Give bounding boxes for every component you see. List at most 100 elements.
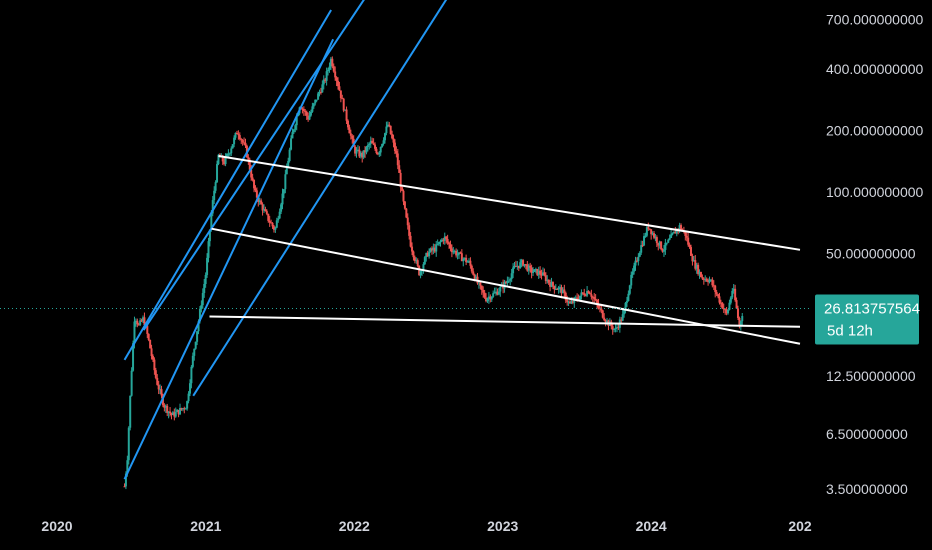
candle-body — [318, 91, 321, 94]
candle-body — [492, 293, 495, 297]
candle-body — [271, 222, 274, 227]
candle-body — [580, 292, 583, 296]
candle-body — [216, 164, 219, 183]
candle-body — [339, 90, 342, 99]
candle-body — [449, 244, 452, 249]
candle-body — [396, 153, 399, 166]
candle-body — [402, 190, 405, 202]
candle-body — [544, 275, 547, 282]
candle-body — [187, 393, 190, 402]
candle-body — [371, 140, 374, 144]
candle-body — [680, 225, 683, 230]
candle-body — [311, 106, 314, 112]
candle-body — [541, 272, 544, 276]
candle-body — [225, 153, 228, 157]
candle-body — [522, 260, 525, 266]
channel-line — [123, 38, 335, 480]
candle-body — [627, 293, 630, 302]
candle-body — [729, 297, 732, 303]
candle-body — [499, 286, 502, 292]
candle-body — [708, 279, 711, 283]
candle-body — [196, 331, 199, 342]
candle-body — [281, 193, 284, 205]
time-axis[interactable]: 2020 2021 2022 2023 2024 202 — [41, 518, 811, 534]
candle-body — [446, 238, 449, 243]
candle-body — [615, 327, 618, 329]
candle-body — [718, 296, 721, 303]
candle-body — [571, 301, 574, 303]
candle-body — [741, 316, 744, 322]
candle-body — [553, 285, 556, 290]
candle-body — [338, 86, 341, 91]
candle-body — [613, 329, 616, 331]
candle-body — [304, 110, 307, 112]
candle-body — [715, 291, 718, 295]
candle-body — [203, 283, 206, 294]
candle-body — [549, 282, 552, 287]
candle-body — [369, 140, 372, 144]
candle-body — [557, 287, 560, 290]
candle-body — [560, 287, 563, 294]
candle-body — [399, 172, 402, 188]
candle-body — [711, 279, 714, 286]
candle-body — [425, 252, 428, 258]
candle-body — [411, 246, 414, 252]
candle-body — [462, 258, 465, 262]
candle-body — [707, 280, 710, 283]
candle-body — [739, 321, 742, 326]
candle-body — [268, 220, 271, 223]
candle-body — [601, 310, 604, 318]
candle-body — [496, 291, 499, 295]
candle-body — [524, 264, 527, 266]
candle-body — [564, 292, 567, 301]
candle-body — [398, 165, 401, 173]
candle-body — [472, 271, 475, 275]
candle-body — [337, 80, 340, 87]
candle-body — [351, 135, 354, 139]
candle-body — [278, 211, 281, 219]
current-price-label: 26.813757564 — [824, 300, 920, 317]
candle-body — [285, 168, 288, 175]
candle-body — [217, 154, 220, 165]
candle-body — [566, 300, 569, 302]
channel-line — [142, 0, 365, 331]
candle-body — [248, 159, 251, 170]
candle-body — [644, 235, 647, 237]
price-axis[interactable]: 700.000000000 400.000000000 200.000000000 1… — [826, 12, 924, 497]
candle-body — [439, 241, 442, 243]
candle-body — [124, 473, 127, 487]
candle-body — [458, 252, 461, 255]
candle-body — [317, 93, 320, 100]
candle-body — [157, 384, 160, 390]
candle-body — [364, 150, 367, 153]
candle-body — [284, 174, 287, 190]
candle-body — [556, 288, 559, 290]
candle-body — [234, 132, 237, 138]
candle-body — [393, 142, 396, 151]
candle-body — [381, 143, 384, 147]
candle-body — [315, 99, 318, 101]
candle-body — [475, 276, 478, 280]
candle-body — [584, 295, 587, 297]
candle-body — [587, 291, 590, 294]
candle-body — [389, 125, 392, 135]
candle-body — [448, 242, 451, 245]
candle-body — [460, 253, 463, 262]
candle-body — [640, 245, 643, 253]
candle-body — [206, 257, 209, 275]
candle-body — [712, 285, 715, 287]
channel-line — [123, 9, 332, 361]
candle-body — [630, 274, 633, 286]
candle-body — [291, 132, 294, 139]
candle-body — [419, 270, 422, 276]
candle-body — [603, 317, 606, 321]
candle-body — [190, 366, 193, 384]
candle-body — [287, 160, 290, 169]
candle-body — [614, 327, 617, 330]
candle-body — [416, 260, 419, 266]
candle-body — [292, 129, 295, 133]
candle-body — [382, 140, 385, 144]
candle-body — [653, 233, 656, 238]
candle-body — [684, 231, 687, 236]
